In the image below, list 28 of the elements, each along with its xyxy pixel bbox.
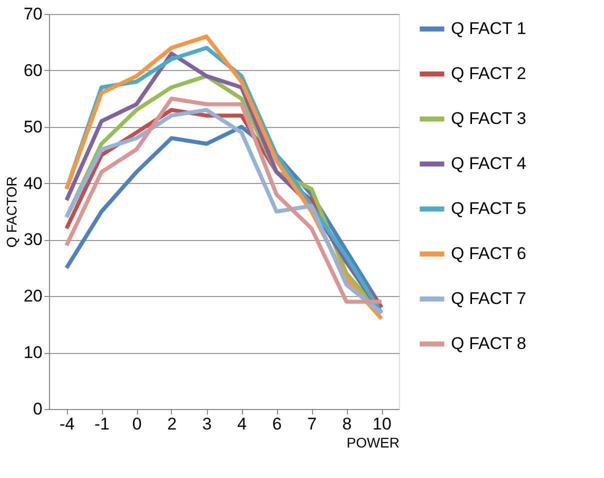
y-tick-label: 70 bbox=[24, 4, 42, 24]
legend-label: Q FACT 7 bbox=[451, 289, 526, 308]
x-tick-label: 7 bbox=[307, 414, 317, 434]
x-tick-label: 10 bbox=[372, 414, 392, 434]
legend-label: Q FACT 6 bbox=[451, 244, 526, 263]
x-tick-label: 8 bbox=[342, 414, 352, 434]
legend-label: Q FACT 2 bbox=[451, 64, 526, 83]
legend-label: Q FACT 1 bbox=[451, 19, 526, 38]
x-tick-label: 3 bbox=[202, 414, 212, 434]
x-tick-label: -1 bbox=[94, 414, 110, 434]
y-tick-label: 20 bbox=[24, 286, 42, 306]
y-axis-title: Q FACTOR bbox=[4, 176, 20, 248]
x-tick-label: 2 bbox=[167, 414, 177, 434]
x-axis-title: POWER bbox=[346, 434, 400, 450]
y-tick-label: 50 bbox=[24, 117, 42, 136]
y-tick-label: 10 bbox=[24, 343, 42, 362]
y-tick-label: 60 bbox=[24, 60, 42, 80]
y-tick-label: 30 bbox=[24, 230, 42, 250]
y-tick-label: 0 bbox=[33, 400, 42, 418]
x-tick-label: -4 bbox=[59, 414, 75, 434]
legend-label: Q FACT 8 bbox=[451, 334, 526, 353]
legend-label: Q FACT 3 bbox=[451, 109, 526, 128]
x-tick-label: 4 bbox=[237, 414, 247, 434]
legend-label: Q FACT 4 bbox=[451, 154, 526, 173]
x-tick-label: 6 bbox=[272, 414, 282, 434]
y-tick-label: 40 bbox=[24, 174, 42, 193]
legend-label: Q FACT 5 bbox=[451, 199, 526, 218]
x-tick-label: 0 bbox=[132, 414, 142, 434]
